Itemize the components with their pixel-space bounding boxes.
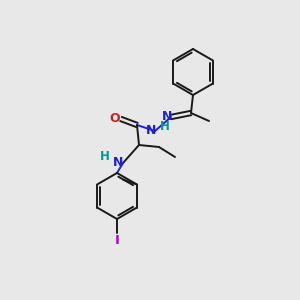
Text: N: N bbox=[113, 155, 123, 169]
Text: H: H bbox=[100, 151, 110, 164]
Text: N: N bbox=[162, 110, 172, 124]
Text: O: O bbox=[110, 112, 120, 124]
Text: H: H bbox=[160, 121, 170, 134]
Text: I: I bbox=[115, 235, 119, 248]
Text: N: N bbox=[146, 124, 156, 137]
